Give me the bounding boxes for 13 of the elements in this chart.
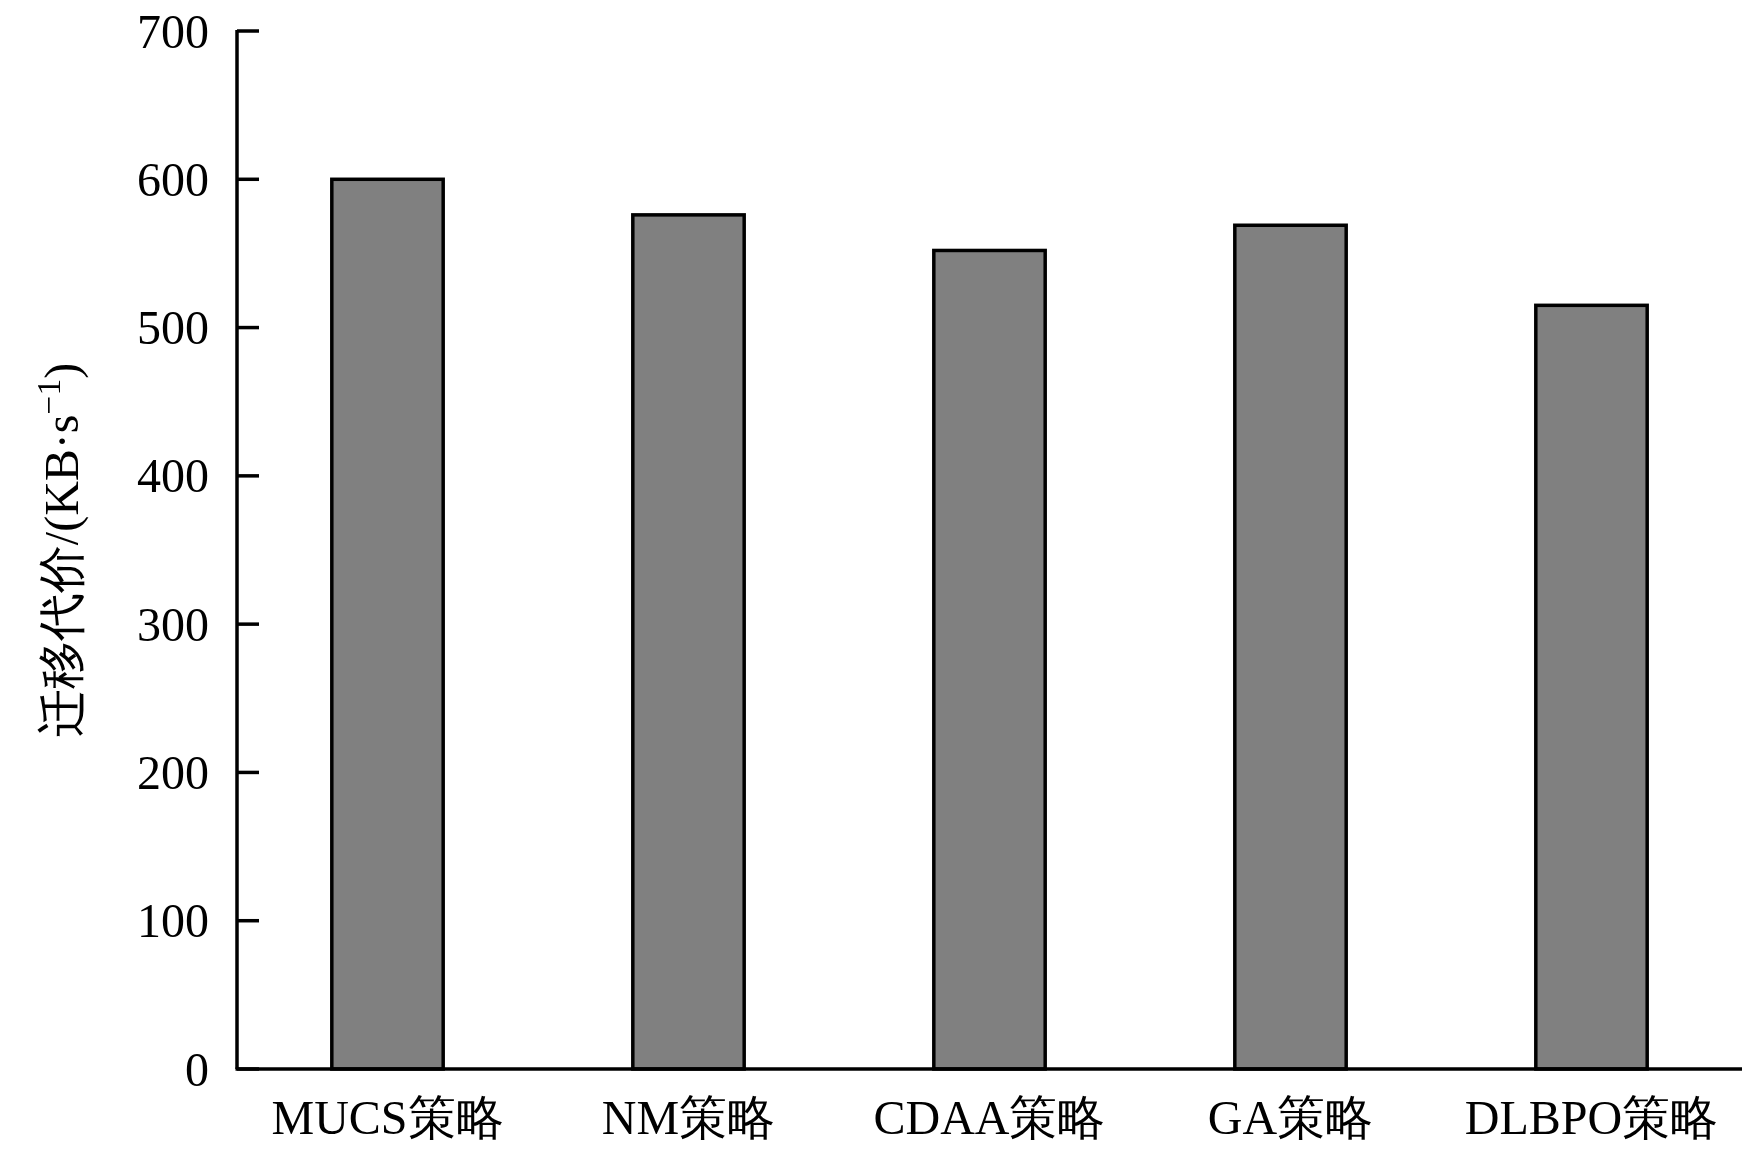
y-tick-label: 200 <box>137 745 209 799</box>
y-tick-label: 600 <box>137 152 209 206</box>
y-tick-label: 100 <box>137 894 209 948</box>
x-tick-label: NM策略 <box>601 1090 776 1144</box>
y-tick-label: 300 <box>137 597 209 651</box>
y-tick-label: 400 <box>137 449 209 503</box>
x-tick-label: CDAA策略 <box>873 1090 1106 1144</box>
x-tick-label: MUCS策略 <box>271 1090 504 1144</box>
y-tick-label: 0 <box>185 1042 209 1096</box>
x-tick-label: DLBPO策略 <box>1464 1090 1719 1144</box>
y-tick-label: 500 <box>137 301 209 355</box>
y-tick-label: 700 <box>137 4 209 58</box>
x-tick-label: GA策略 <box>1207 1090 1374 1144</box>
